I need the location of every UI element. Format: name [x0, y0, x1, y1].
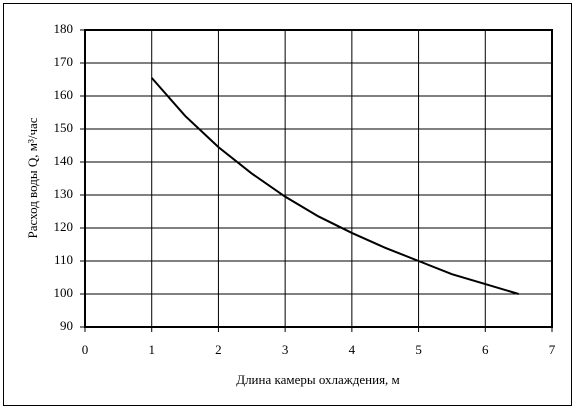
- y-tick-label: 140: [54, 153, 74, 168]
- x-tick-label: 3: [282, 342, 289, 357]
- y-tick-label: 130: [54, 186, 74, 201]
- y-tick-label: 90: [60, 318, 73, 333]
- y-tick-label: 150: [54, 120, 74, 135]
- y-tick-label: 170: [54, 54, 74, 69]
- y-axis-label: Расход воды Q, м³/час: [25, 117, 40, 238]
- y-tick-label: 180: [54, 21, 74, 36]
- x-tick-label: 4: [349, 342, 356, 357]
- x-tick-label: 7: [549, 342, 556, 357]
- x-axis-label: Длина камеры охлаждения, м: [236, 372, 400, 387]
- x-tick-label: 1: [148, 342, 155, 357]
- y-tick-label: 100: [54, 285, 74, 300]
- y-tick-label: 110: [54, 252, 73, 267]
- plot-border: [84, 29, 553, 328]
- x-tick-label: 0: [82, 342, 89, 357]
- x-tick-label: 5: [415, 342, 422, 357]
- x-tick-label: 6: [482, 342, 489, 357]
- x-tick-label: 2: [215, 342, 222, 357]
- data-line: [150, 77, 519, 295]
- y-tick-label: 120: [54, 219, 74, 234]
- chart-frame: [3, 3, 572, 406]
- y-tick-label: 160: [54, 87, 74, 102]
